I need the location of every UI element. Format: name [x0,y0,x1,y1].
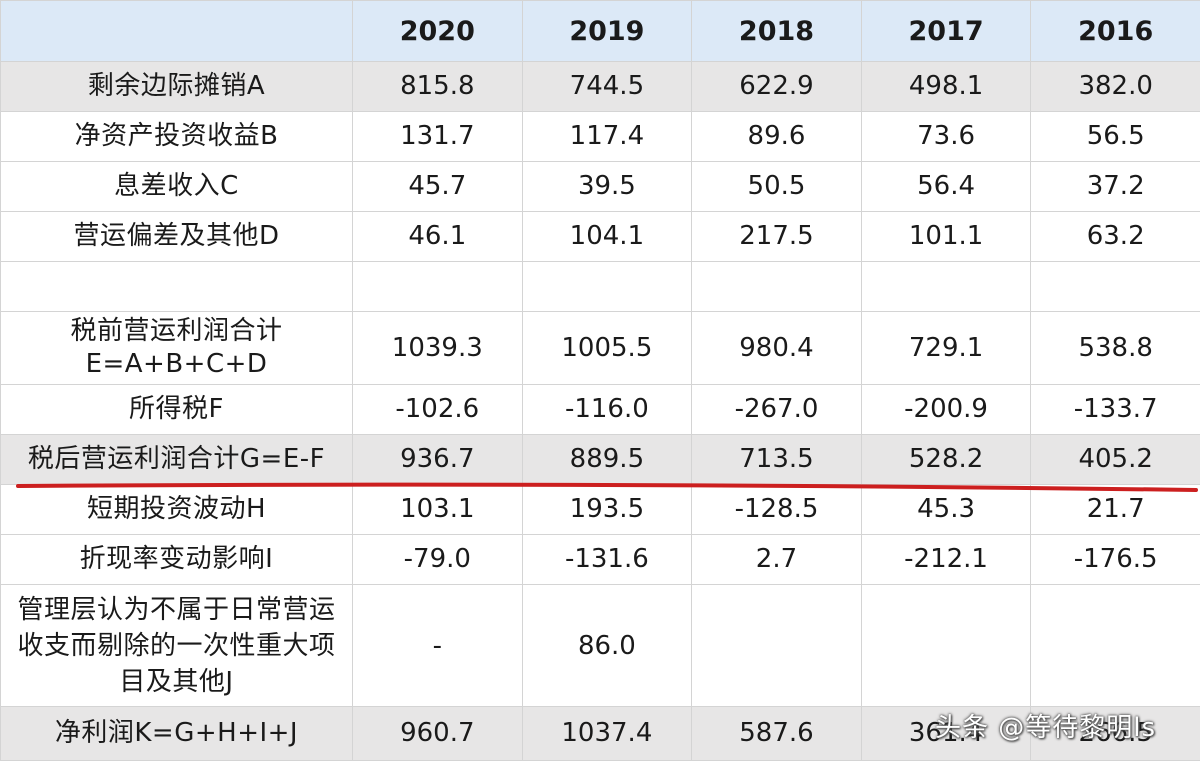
value-cell: -176.5 [1030,534,1200,585]
value-cell: 1005.5 [521,311,693,385]
table-row: 净资产投资收益B 131.7 117.4 89.6 73.6 56.5 [0,111,1200,162]
empty-row [0,261,1200,312]
value-cell: -116.0 [521,384,693,435]
year-header: 2017 [860,0,1032,62]
value-cell: 2.7 [691,534,862,585]
value-cell: 538.8 [1030,311,1200,385]
table-row: 剩余边际摊销A 815.8 744.5 622.9 498.1 382.0 [0,61,1200,112]
table-row: 所得税F -102.6 -116.0 -267.0 -200.9 -133.7 [0,384,1200,435]
value-cell: -79.0 [352,534,523,585]
value-cell: 622.9 [691,61,862,112]
value-cell: 713.5 [691,434,862,485]
value-cell: -267.0 [691,384,862,435]
value-cell: -102.6 [352,384,523,435]
value-cell: 361.4 [860,706,1032,761]
value-cell: 103.1 [352,484,523,535]
value-cell: 498.1 [860,61,1032,112]
value-cell: 73.6 [860,111,1032,162]
value-cell: 45.7 [352,161,523,212]
value-cell: 56.5 [1030,111,1200,162]
watermark-text: 头条 @等待黎明ls [935,713,1157,743]
value-cell: 89.6 [691,111,862,162]
row-label: 息差收入C [0,161,353,212]
table-row: 税前营运利润合计 E=A+B+C+D 1039.3 1005.5 980.4 7… [0,311,1200,385]
value-cell: 889.5 [521,434,693,485]
value-cell: 587.6 [691,706,862,761]
table-row: 管理层认为不属于日常营运收支而剔除的一次性重大项目及其他J - 86.0 [0,584,1200,707]
value-cell: 936.7 [352,434,523,485]
value-cell: 528.2 [860,434,1032,485]
table-row: 营运偏差及其他D 46.1 104.1 217.5 101.1 63.2 [0,211,1200,262]
value-cell: 815.8 [352,61,523,112]
value-cell: 193.5 [521,484,693,535]
value-cell [691,584,862,707]
row-label: 税后营运利润合计G=E-F [0,434,353,485]
value-cell: -133.7 [1030,384,1200,435]
value-cell [860,584,1032,707]
value-cell: 46.1 [352,211,523,262]
year-header: 2016 [1030,0,1200,62]
value-cell: 729.1 [860,311,1032,385]
header-corner-cell [0,0,353,62]
value-cell: 56.4 [860,161,1032,212]
value-cell: -131.6 [521,534,693,585]
value-cell [860,261,1032,312]
row-label: 剩余边际摊销A [0,61,353,112]
year-header: 2019 [521,0,693,62]
value-cell: 21.7 [1030,484,1200,535]
value-cell: 960.7 [352,706,523,761]
row-label: 短期投资波动H [0,484,353,535]
row-label: 所得税F [0,384,353,435]
value-cell: 1037.4 [521,706,693,761]
table-row-highlighted: 税后营运利润合计G=E-F 936.7 889.5 713.5 528.2 40… [0,434,1200,485]
value-cell: 217.5 [691,211,862,262]
row-label: 营运偏差及其他D [0,211,353,262]
value-cell: 50.5 [691,161,862,212]
year-header: 2018 [691,0,862,62]
value-cell: 980.4 [691,311,862,385]
row-label: 管理层认为不属于日常营运收支而剔除的一次性重大项目及其他J [0,584,353,707]
value-cell: 101.1 [860,211,1032,262]
value-cell [1030,261,1200,312]
value-cell: 1039.3 [352,311,523,385]
row-label: 净利润K=G+H+I+J [0,706,353,761]
value-cell [691,261,862,312]
value-cell: -200.9 [860,384,1032,435]
value-cell: 131.7 [352,111,523,162]
table-row: 息差收入C 45.7 39.5 50.5 56.4 37.2 [0,161,1200,212]
value-cell: 405.2 [1030,434,1200,485]
row-label: 税前营运利润合计 E=A+B+C+D [0,311,353,385]
value-cell: 63.2 [1030,211,1200,262]
value-cell: - [352,584,523,707]
value-cell: 37.2 [1030,161,1200,212]
value-cell: 744.5 [521,61,693,112]
row-label: 折现率变动影响I [0,534,353,585]
value-cell: 382.0 [1030,61,1200,112]
value-cell [1030,584,1200,707]
header-row: 2020 2019 2018 2017 2016 [0,0,1200,62]
value-cell [521,261,693,312]
value-cell [352,261,523,312]
value-cell: -212.1 [860,534,1032,585]
value-cell: 266.5 [1030,706,1200,761]
table-row: 折现率变动影响I -79.0 -131.6 2.7 -212.1 -176.5 [0,534,1200,585]
value-cell: 117.4 [521,111,693,162]
value-cell: 39.5 [521,161,693,212]
red-underline-annotation [16,482,1198,492]
value-cell: 86.0 [521,584,693,707]
table-row-total: 净利润K=G+H+I+J 960.7 1037.4 587.6 361.4 26… [0,706,1200,761]
value-cell: 104.1 [521,211,693,262]
row-label [0,261,353,312]
row-label: 净资产投资收益B [0,111,353,162]
year-header: 2020 [352,0,523,62]
